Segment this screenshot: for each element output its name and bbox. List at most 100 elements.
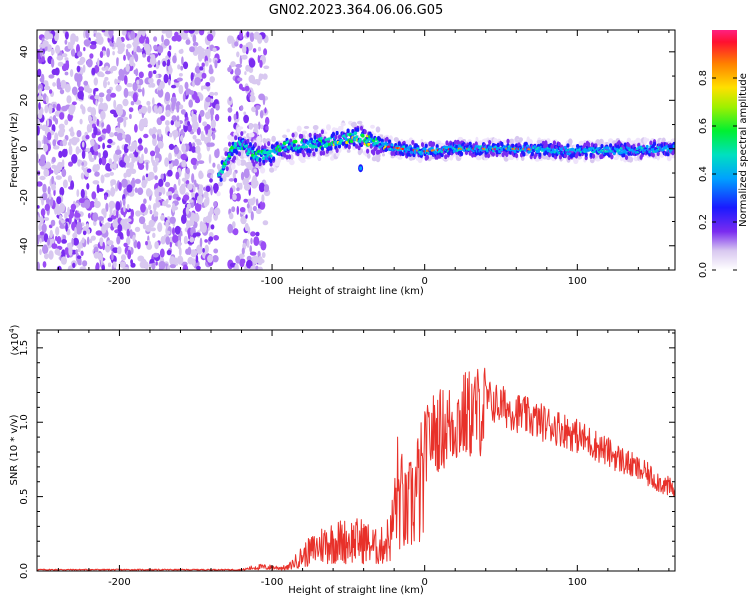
spectrogram-cell — [355, 135, 359, 139]
spectrogram-cell — [202, 121, 208, 127]
spectrogram-cell — [227, 97, 233, 106]
spectrogram-cell — [558, 154, 563, 160]
spectrogram-cell — [69, 214, 72, 225]
spectrogram-cell — [249, 32, 255, 42]
spectrogram-cell — [185, 88, 192, 95]
spectrogram-cell — [141, 30, 146, 37]
spectrogram-cell — [552, 140, 557, 146]
spectrogram-cell — [215, 103, 220, 111]
spectrogram-cell — [103, 79, 107, 89]
spectrogram-cell — [45, 80, 49, 89]
spectrogram-cell — [315, 151, 320, 155]
spectrogram-cell — [252, 123, 258, 129]
spectrogram-cell — [257, 54, 260, 64]
spectrogram-cell — [502, 139, 507, 144]
spectrogram-cell — [78, 159, 83, 164]
spectrogram-cell — [296, 125, 302, 132]
spectrogram-cell — [208, 67, 214, 75]
snr-ylabel: SNR (10 * v/v) — [9, 414, 20, 485]
spectrogram-cell — [143, 198, 147, 204]
spectrogram-cell — [220, 170, 225, 174]
spectrogram-cell — [176, 196, 181, 201]
spectrogram-cell — [335, 148, 339, 153]
spectrogram-cell — [246, 239, 250, 248]
spectrogram-cell — [208, 232, 214, 238]
spectrogram-cell — [285, 154, 289, 160]
spectrogram-cell — [302, 152, 306, 158]
spectrogram-cell — [192, 79, 196, 88]
spectrogram-cell — [173, 146, 180, 155]
spectrogram-cell — [100, 174, 105, 184]
spectrogram-cell — [320, 129, 324, 135]
spectrogram-cell — [67, 206, 70, 216]
spectrogram-cell — [148, 83, 153, 88]
spectrogram-cell — [104, 194, 108, 200]
spectrogram-cell — [301, 145, 305, 149]
spectrogram-cell — [169, 241, 172, 248]
spectrogram-cell — [515, 143, 519, 148]
spectrogram-cell — [203, 198, 209, 208]
spectrogram-cell — [165, 109, 171, 117]
spectrogram-cell — [189, 236, 195, 243]
spectrogram-cell — [93, 142, 99, 152]
spectrogram-cell — [81, 106, 86, 115]
spectrogram-cell — [72, 262, 76, 268]
spectrogram-cell — [356, 127, 360, 132]
spectrogram-cell — [76, 65, 81, 73]
spectrogram-cell — [116, 57, 119, 67]
spectrogram-cell — [282, 141, 287, 146]
spectrogram-cell — [210, 119, 216, 129]
spectrogram-cell — [110, 181, 114, 187]
spectrogram-cell — [468, 141, 472, 146]
spectrogram-cell — [269, 161, 273, 167]
spectrogram-cell — [265, 116, 270, 126]
spectrogram-cell — [262, 220, 269, 226]
spectrogram-cell — [105, 70, 111, 75]
spectrogram-cell — [52, 103, 56, 109]
spectrogram-cell — [157, 106, 163, 115]
spectrogram-cell — [45, 95, 49, 104]
spectrogram-cell — [169, 216, 176, 224]
spectrogram-cell — [255, 231, 260, 237]
spectrogram-cell — [123, 203, 126, 213]
spectrogram-cell — [148, 70, 153, 79]
spectrogram-cell — [207, 254, 214, 263]
spectrogram-cell — [194, 65, 201, 74]
spectrogram-cell — [126, 184, 133, 193]
spectrogram-cell — [47, 237, 51, 246]
spectrogram-cell — [81, 237, 85, 244]
spectrogram-cell — [372, 133, 377, 137]
spectrogram-cell — [60, 256, 67, 265]
spectrogram-cell — [116, 235, 121, 245]
spectrogram-cell — [488, 140, 492, 145]
spectrogram-cell — [265, 125, 269, 131]
spectrogram-cell — [54, 118, 59, 125]
spectrogram-cell — [37, 205, 40, 209]
spectrogram-cell — [211, 132, 216, 141]
spectrogram-cell — [144, 261, 149, 270]
spectrogram-cell — [132, 141, 138, 148]
spectrogram-cell — [113, 99, 117, 109]
spectrogram-cell — [303, 125, 310, 129]
spectrogram-cell — [56, 265, 62, 270]
spectrogram-cell — [98, 152, 101, 158]
spectrogram-cell — [70, 180, 75, 190]
spectrogram-cell — [163, 73, 169, 84]
spectrogram-cell — [246, 31, 250, 38]
spectrogram-cell — [184, 81, 189, 90]
spectrogram-cell — [255, 105, 261, 110]
spectrogram-cell — [117, 224, 123, 233]
spectrogram-cell — [230, 61, 236, 68]
spectrogram-cell — [370, 124, 375, 129]
spectrogram-cell — [263, 184, 270, 193]
spectrogram-cell — [239, 253, 245, 258]
spectrogram-cell — [231, 206, 236, 213]
spectrogram-cell — [192, 258, 196, 267]
spectrogram-cell — [132, 92, 138, 103]
spectrogram-cell — [460, 151, 464, 157]
colorbar-tick-label: 0.6 — [698, 118, 709, 134]
spectrogram-cell — [74, 212, 81, 218]
spectrogram-cell — [230, 149, 234, 153]
spectrogram-cell — [79, 266, 87, 270]
snr-frame — [36, 329, 676, 572]
